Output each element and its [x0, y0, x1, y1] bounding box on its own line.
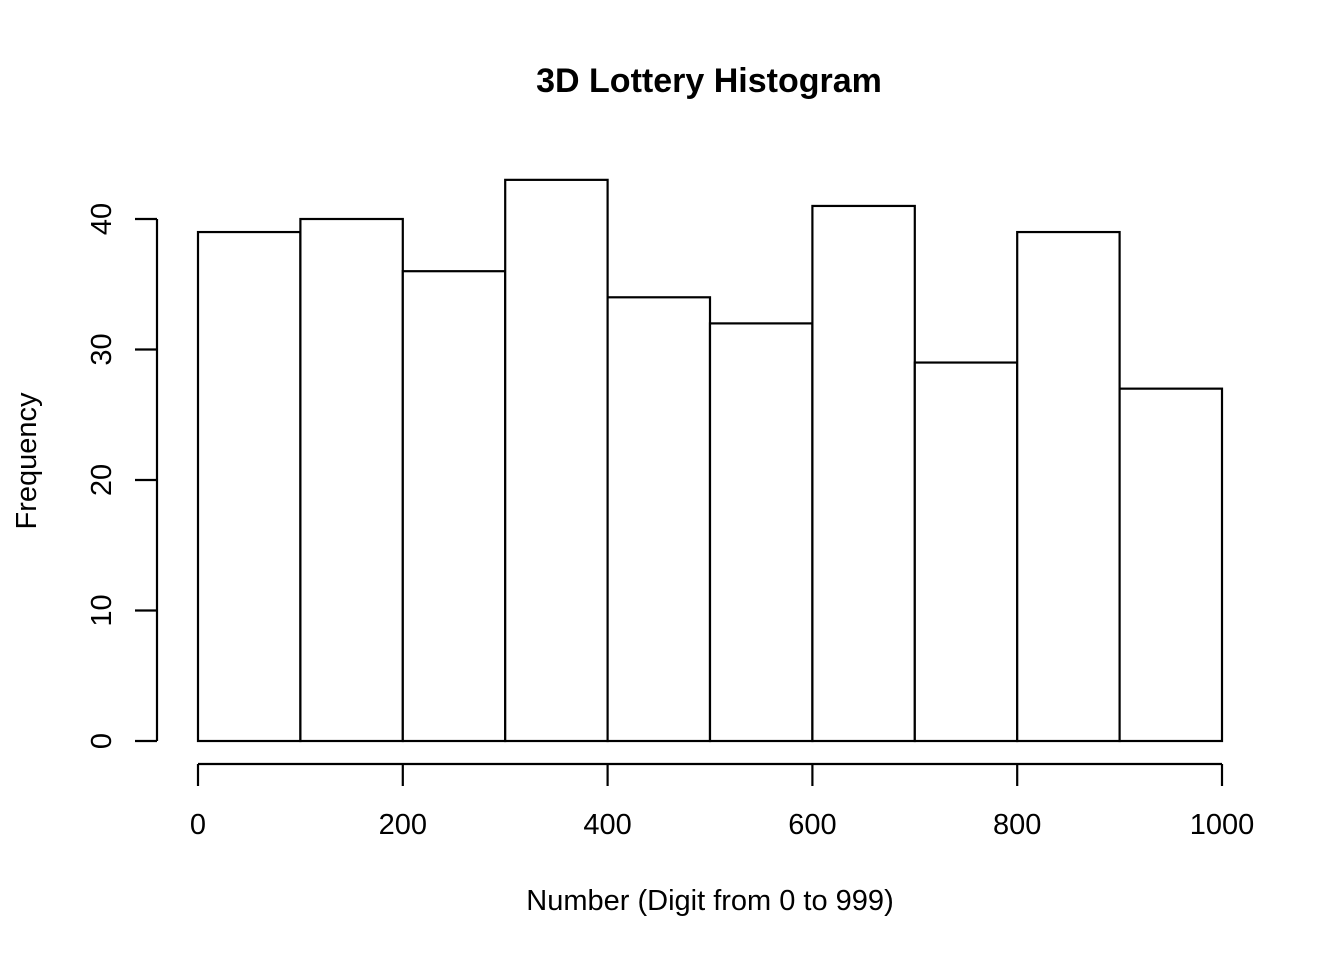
- histogram-bar: [401, 270, 507, 743]
- x-tick-label: 200: [379, 809, 427, 841]
- x-tick-label: 800: [993, 809, 1041, 841]
- y-axis: 0 10 20 30 40: [86, 203, 159, 749]
- histogram-bar: [606, 296, 712, 743]
- histogram-bar: [299, 217, 404, 743]
- y-tick-label: 10: [86, 594, 118, 626]
- histogram-bar: [1118, 387, 1224, 743]
- histogram-bar: [196, 230, 302, 743]
- x-tick-label: 600: [788, 809, 836, 841]
- x-tick-label: 400: [583, 809, 631, 841]
- histogram-bar: [913, 361, 1019, 743]
- y-tick-label: 20: [86, 464, 118, 496]
- x-tick-label: 1000: [1190, 809, 1255, 841]
- chart-title: 3D Lottery Histogram: [536, 62, 882, 100]
- y-tick-label: 0: [86, 733, 118, 749]
- y-tick-label: 40: [86, 203, 118, 235]
- histogram-bar: [708, 322, 814, 743]
- x-axis: 0 200 400 600 800 1000: [190, 762, 1255, 841]
- histogram-bar: [811, 204, 916, 743]
- x-axis-label: Number (Digit from 0 to 999): [526, 885, 893, 917]
- histogram-bar: [1016, 230, 1121, 743]
- histogram-bar: [504, 178, 609, 743]
- y-tick-label: 30: [86, 333, 118, 365]
- x-tick-label: 0: [190, 809, 206, 841]
- bars-group: [196, 178, 1224, 743]
- y-axis-label: Frequency: [11, 392, 43, 530]
